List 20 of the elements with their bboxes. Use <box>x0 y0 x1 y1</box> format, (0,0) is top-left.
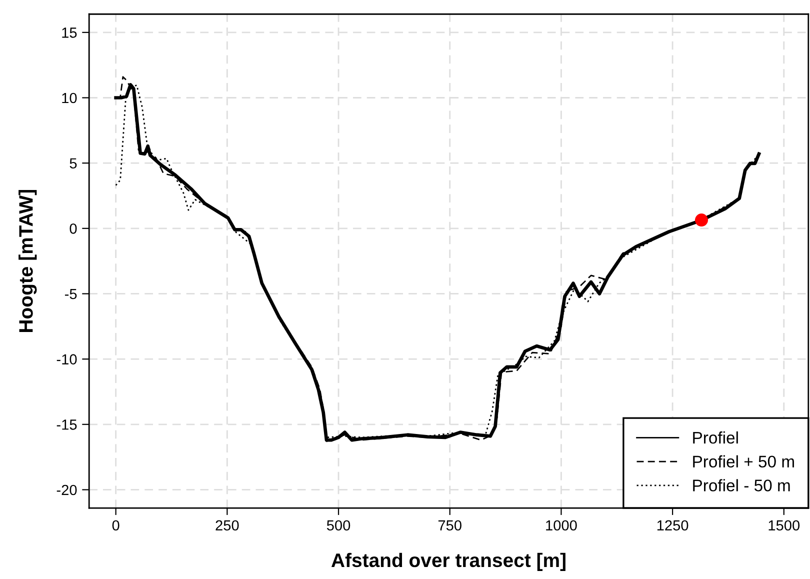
x-tick-label: 1250 <box>657 520 688 531</box>
y-tick-label: -15 <box>56 420 77 430</box>
legend-label: Profiel + 50 m <box>693 455 794 468</box>
x-tick-label: 0 <box>112 520 120 531</box>
y-tick-label: 0 <box>70 224 77 234</box>
y-axis-title: Hoogte [mTAW] <box>18 190 37 332</box>
x-tick-label: 250 <box>216 520 239 531</box>
y-tick-label: 15 <box>62 28 77 38</box>
y-tick-label: -5 <box>64 288 77 300</box>
x-tick-label: 1500 <box>768 520 800 531</box>
x-axis-title: Afstand over transect [m] <box>331 552 566 571</box>
legend-label: Profiel <box>693 431 738 444</box>
y-tick-label: 10 <box>62 92 77 104</box>
y-tick-label: 5 <box>70 158 77 169</box>
x-tick-label: 750 <box>438 520 462 531</box>
x-tick-label: 500 <box>326 520 350 531</box>
legend-label: Profiel - 50 m <box>693 479 790 492</box>
x-tick-label: 1000 <box>546 520 577 531</box>
y-tick-label: -20 <box>56 484 77 496</box>
y-tick-label: -10 <box>56 354 77 364</box>
